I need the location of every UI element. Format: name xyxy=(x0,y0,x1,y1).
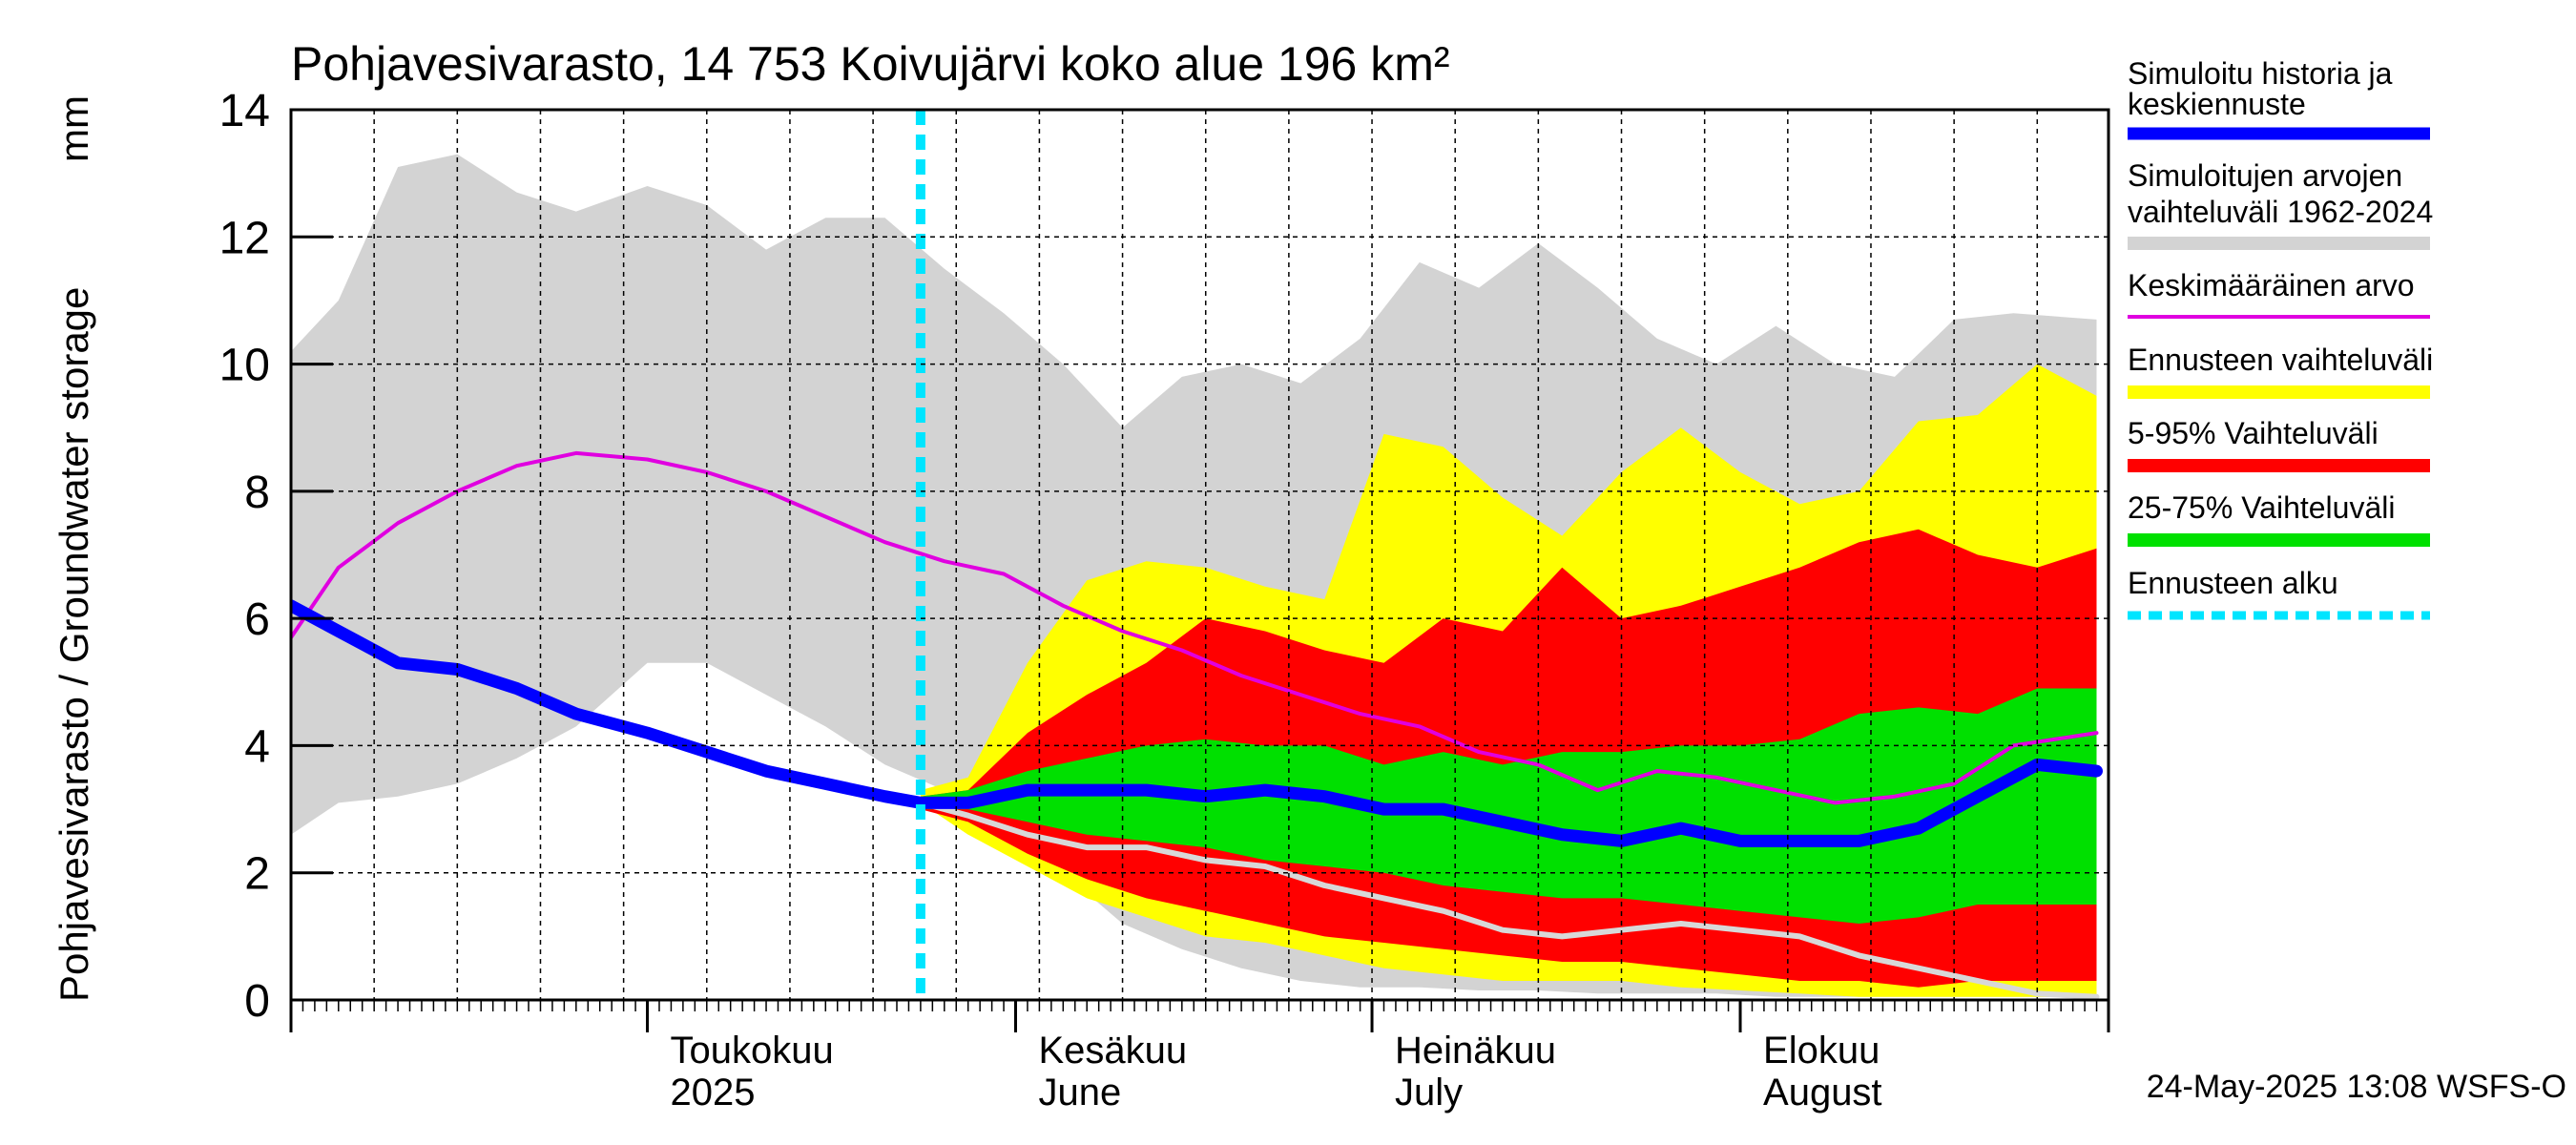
legend-label: Ennusteen vaihteluväli xyxy=(2128,343,2433,377)
series-layer xyxy=(291,154,2103,1000)
timestamp: 24-May-2025 13:08 WSFS-O xyxy=(2147,1069,2566,1105)
legend-label: Ennusteen alku xyxy=(2128,566,2338,600)
legend-label: Simuloitujen arvojen xyxy=(2128,158,2402,193)
x-month-sublabel: August xyxy=(1763,1072,1882,1114)
x-month-label: Kesäkuu xyxy=(1039,1030,1188,1072)
plot-layers xyxy=(291,110,2103,1000)
p25-75-band xyxy=(920,688,2097,924)
y-tick-label: 0 xyxy=(244,976,270,1027)
grid xyxy=(291,110,2109,1000)
x-month-sublabel: July xyxy=(1395,1072,1463,1114)
y-axis-label: Pohjavesivarasto / Groundwater storage xyxy=(52,287,96,1002)
x-month-label: Heinäkuu xyxy=(1395,1030,1556,1072)
y-unit-label: mm xyxy=(52,95,96,162)
legend-label: Keskimääräinen arvo xyxy=(2128,268,2415,302)
x-month-label: Elokuu xyxy=(1763,1030,1880,1072)
legend-label-line2: vaihteluväli 1962-2024 xyxy=(2128,195,2433,229)
mean-line xyxy=(291,450,2099,805)
y-tick-label: 4 xyxy=(244,721,270,772)
y-tick-label: 8 xyxy=(244,468,270,518)
x-month-sublabel: June xyxy=(1039,1072,1122,1114)
y-tick-label: 6 xyxy=(244,594,270,645)
y-tick-label: 2 xyxy=(244,849,270,900)
legend-label: 25-75% Vaihteluväli xyxy=(2128,490,2395,525)
x-month-sublabel: 2025 xyxy=(671,1072,756,1114)
y-tick-label: 14 xyxy=(219,86,270,136)
y-tick-label: 12 xyxy=(219,213,270,263)
chart-title: Pohjavesivarasto, 14 753 Koivujärvi koko… xyxy=(291,37,1450,91)
history-forecast-line xyxy=(291,599,2103,847)
legend-label: Simuloitu historia ja xyxy=(2128,56,2393,91)
forecast-median-line xyxy=(917,800,2100,1000)
y-tick-label: 10 xyxy=(219,341,270,391)
plot-frame xyxy=(289,108,2110,1002)
legend-label: 5-95% Vaihteluväli xyxy=(2128,416,2379,450)
x-month-label: Toukokuu xyxy=(671,1030,834,1072)
legend-label-line2: keskiennuste xyxy=(2128,87,2306,121)
